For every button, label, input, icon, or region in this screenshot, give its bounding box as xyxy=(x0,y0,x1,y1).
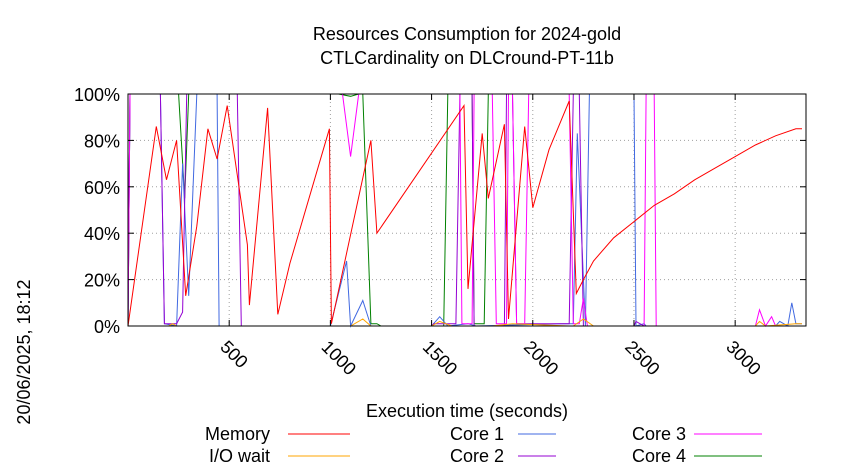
legend-label: Core 2 xyxy=(450,446,504,466)
y-tick-label: 20% xyxy=(84,271,120,291)
plot-frame xyxy=(127,93,807,327)
y-tick-label: 80% xyxy=(84,131,120,151)
y-tick-label: 40% xyxy=(84,224,120,244)
x-tick-label: 2500 xyxy=(621,337,663,379)
series-line-memory xyxy=(127,100,802,327)
grid-lines xyxy=(128,94,806,326)
legend-label: Core 4 xyxy=(632,446,686,466)
x-tick-label: 1000 xyxy=(318,337,360,379)
x-tick-label: 1500 xyxy=(419,337,461,379)
x-tick-label: 2000 xyxy=(520,337,562,379)
y-tick-label: 60% xyxy=(84,178,120,198)
chart-title-line1: Resources Consumption for 2024-gold xyxy=(313,24,621,44)
x-tick-label: 3000 xyxy=(722,337,764,379)
y-tick-label: 0% xyxy=(94,317,120,337)
chart-title-line2: CTLCardinality on DLCround-PT-11b xyxy=(320,48,614,68)
x-axis-label: Execution time (seconds) xyxy=(366,401,568,421)
legend-label: Memory xyxy=(205,424,270,444)
legend-label: I/O wait xyxy=(209,446,270,466)
legend-label: Core 3 xyxy=(632,424,686,444)
x-tick-label: 500 xyxy=(216,337,251,372)
legend-label: Core 1 xyxy=(450,424,504,444)
timestamp-label: 20/06/2025, 18:12 xyxy=(14,279,34,424)
y-tick-label: 100% xyxy=(74,85,120,105)
